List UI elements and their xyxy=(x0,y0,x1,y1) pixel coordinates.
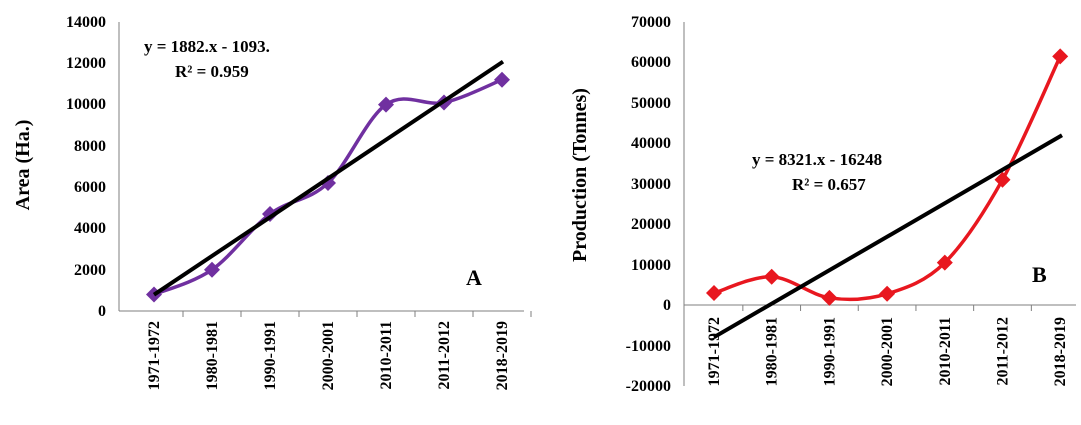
chart-a-equation: y = 1882.x - 1093. xyxy=(144,37,270,56)
chart-b-y-tick-10000: 10000 xyxy=(631,257,671,274)
chart-b-trendline xyxy=(712,133,1064,339)
chart-b-data-point xyxy=(936,254,953,271)
chart-b-marks xyxy=(706,48,1069,339)
chart-a-x-tick-label: 2018-2019 xyxy=(494,321,511,390)
chart-b-data-point xyxy=(821,289,838,306)
chart-a-y-tick-2000: 2000 xyxy=(74,262,106,279)
chart-a-x-ticks: 1971-1972 1980-1981 1990-1991 2000-2001 2010… xyxy=(146,311,532,390)
chart-a-x-tick-label: 2000-2001 xyxy=(320,321,337,390)
chart-a-y-ticks: 14000 12000 10000 8000 6000 4000 2000 0 xyxy=(66,14,106,320)
chart-b-x-ticks: 1971-1972 1980-1981 1990-1991 2000-2001 2010… xyxy=(706,305,1069,386)
chart-a: 14000 12000 10000 8000 6000 4000 2000 0 … xyxy=(12,14,532,390)
chart-b-y-tick-20000: 20000 xyxy=(631,216,671,233)
chart-a-data-point xyxy=(378,96,394,113)
chart-b-x-tick-label: 2018-2019 xyxy=(1052,317,1069,386)
chart-b-y-tick-40000: 40000 xyxy=(631,135,671,152)
chart-a-trendline xyxy=(152,59,505,297)
chart-a-y-tick-14000: 14000 xyxy=(66,14,106,31)
chart-a-y-tick-0: 0 xyxy=(98,303,106,320)
chart-b-y-tick-60000: 60000 xyxy=(631,54,671,71)
chart-b-panel-label: B xyxy=(1032,262,1047,287)
chart-a-x-tick-label: 1980-1981 xyxy=(204,321,221,390)
chart-a-r-squared: R² = 0.959 xyxy=(175,62,249,81)
chart-a-y-axis-title: Area (Ha.) xyxy=(12,120,34,211)
chart-a-y-tick-6000: 6000 xyxy=(74,179,106,196)
chart-b-x-tick-label: 1980-1981 xyxy=(764,317,781,386)
chart-a-data-point xyxy=(204,261,220,278)
chart-a-panel-label: A xyxy=(466,265,482,290)
chart-a-y-tick-4000: 4000 xyxy=(74,220,106,237)
chart-b-r-squared: R² = 0.657 xyxy=(792,175,866,194)
chart-b-data-point xyxy=(879,285,896,302)
chart-b-data-point xyxy=(763,268,780,285)
chart-b-y-tick-minus-20000: -20000 xyxy=(626,378,671,395)
chart-a-x-tick-label: 1990-1991 xyxy=(262,321,279,390)
chart-b-equation: y = 8321.x - 16248 xyxy=(752,150,882,169)
chart-a-x-tick-label: 2010-2011 xyxy=(378,321,395,389)
chart-b-x-tick-label: 2010-2011 xyxy=(937,317,954,385)
chart-b-data-point xyxy=(1052,48,1069,65)
chart-b-y-tick-50000: 50000 xyxy=(631,95,671,112)
chart-b: 70000 60000 50000 40000 30000 20000 1000… xyxy=(569,14,1076,395)
chart-b-y-axis-title: Production (Tonnes) xyxy=(569,88,591,262)
chart-b-x-tick-label: 2011-2012 xyxy=(995,317,1012,385)
chart-a-y-tick-12000: 12000 xyxy=(66,55,106,72)
chart-a-y-tick-8000: 8000 xyxy=(74,138,106,155)
chart-b-x-tick-label: 1971-1972 xyxy=(706,317,723,386)
chart-b-x-tick-label: 1990-1991 xyxy=(821,317,838,386)
chart-a-x-tick-label: 2011-2012 xyxy=(436,321,453,389)
chart-b-data-point xyxy=(994,171,1011,188)
chart-b-y-tick-0: 0 xyxy=(663,297,671,314)
chart-a-y-tick-10000: 10000 xyxy=(66,96,106,113)
chart-b-data-point xyxy=(706,284,722,301)
chart-a-data-point xyxy=(494,71,510,88)
chart-b-y-ticks: 70000 60000 50000 40000 30000 20000 1000… xyxy=(626,14,671,395)
chart-a-x-tick-label: 1971-1972 xyxy=(146,321,163,390)
chart-b-x-tick-label: 2000-2001 xyxy=(879,317,896,386)
chart-b-y-tick-30000: 30000 xyxy=(631,176,671,193)
chart-b-y-tick-minus-10000: -10000 xyxy=(626,338,671,355)
chart-b-y-tick-70000: 70000 xyxy=(631,14,671,31)
chart-a-marks xyxy=(146,59,510,303)
